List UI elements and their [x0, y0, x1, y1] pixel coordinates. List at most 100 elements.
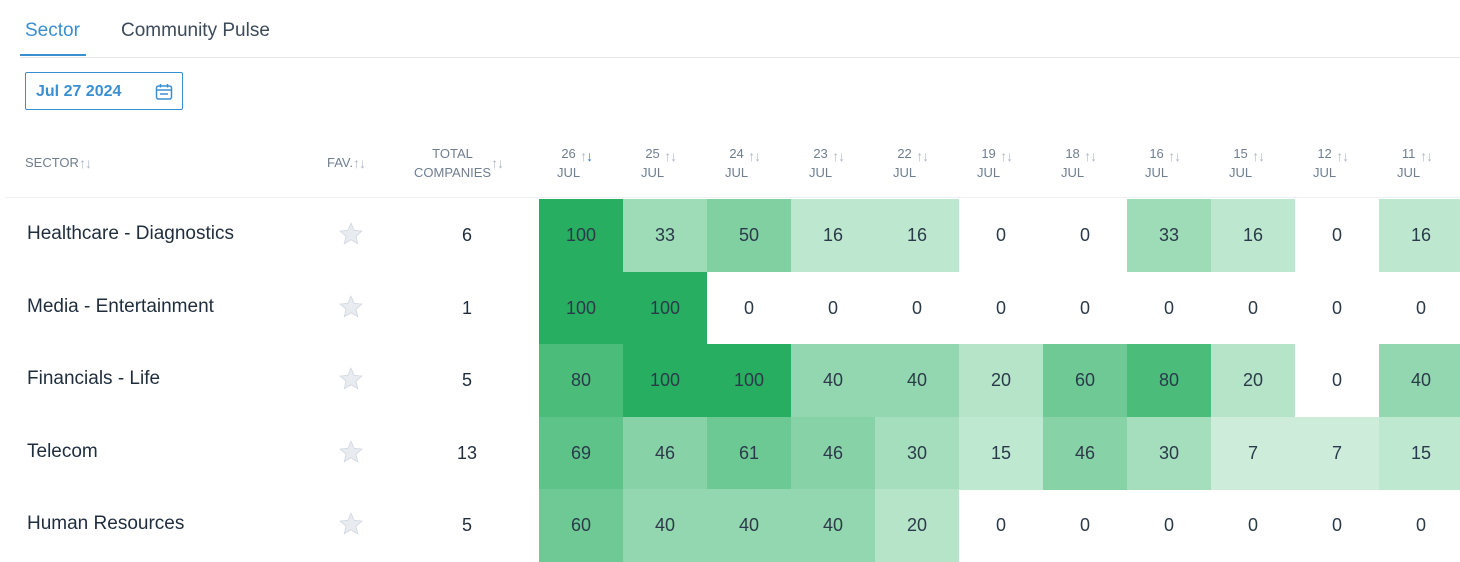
heatmap-cell[interactable]: 0 — [743, 297, 754, 318]
column-header-date-label: 19 JUL — [977, 144, 1000, 182]
favorite-star-icon[interactable] — [338, 294, 364, 320]
column-header-month: JUL — [977, 165, 1001, 180]
heatmap-cell[interactable]: 0 — [1331, 370, 1342, 390]
heatmap-cell[interactable]: 0 — [1331, 297, 1342, 318]
sort-icon: ↑ ↓ — [78, 154, 92, 171]
tab-community-pulse[interactable]: Community Pulse — [121, 20, 270, 41]
column-header-fav[interactable]: FAV. ↑ ↓ — [327, 153, 367, 172]
heatmap-cell[interactable]: 0 — [1415, 297, 1426, 318]
heatmap-cell[interactable]: 0 — [1247, 297, 1258, 318]
column-header-date-label: 25 JUL — [641, 144, 664, 182]
heatmap-cell[interactable]: 30 — [1127, 416, 1211, 490]
sector-name[interactable]: Healthcare - Diagnostics — [27, 223, 234, 244]
total-companies-value: 13 — [456, 442, 478, 463]
heatmap-cell[interactable]: 100 — [623, 344, 707, 417]
heatmap-cell[interactable]: 30 — [875, 416, 959, 490]
favorite-star-icon[interactable] — [338, 439, 364, 465]
heatmap-cell[interactable]: 69 — [539, 416, 623, 490]
column-header-date[interactable]: 19 JUL ↑ ↓ — [977, 144, 1014, 182]
heatmap-cell[interactable]: 20 — [1211, 344, 1295, 417]
column-header-date[interactable]: 26 JUL ↑ ↓ — [557, 144, 594, 182]
heatmap-cell[interactable]: 46 — [791, 416, 875, 490]
sort-icon: ↑ ↓ — [1168, 148, 1182, 164]
sort-icon: ↑ ↓ — [1336, 148, 1350, 164]
heatmap-cell[interactable]: 40 — [1379, 344, 1460, 417]
heatmap-cell[interactable]: 33 — [623, 199, 707, 272]
column-header-date[interactable]: 25 JUL ↑ ↓ — [641, 144, 678, 182]
heatmap-cell[interactable]: 0 — [1079, 515, 1090, 535]
column-header-sector[interactable]: SECTOR ↑ ↓ — [25, 153, 93, 172]
heatmap-cell[interactable]: 16 — [1211, 199, 1295, 272]
heatmap-cell[interactable]: 15 — [959, 416, 1043, 490]
heatmap-cell[interactable]: 0 — [1331, 225, 1342, 245]
heatmap-cell[interactable]: 0 — [1079, 225, 1090, 245]
heatmap-cell[interactable]: 16 — [791, 199, 875, 272]
heatmap-cell[interactable]: 0 — [1415, 515, 1426, 535]
heatmap-cell[interactable]: 7 — [1211, 416, 1295, 490]
heatmap-cell[interactable]: 0 — [911, 297, 922, 318]
heatmap-cell[interactable]: 40 — [707, 489, 791, 562]
date-picker-value: Jul 27 2024 — [36, 83, 122, 100]
heatmap-cell[interactable]: 61 — [707, 416, 791, 490]
heatmap-cell[interactable]: 20 — [959, 344, 1043, 417]
calendar-icon — [155, 84, 173, 100]
heatmap-cell[interactable]: 7 — [1295, 416, 1379, 490]
favorite-star-icon[interactable] — [338, 366, 364, 392]
sector-name[interactable]: Media - Entertainment — [27, 295, 214, 317]
heatmap-cell[interactable]: 0 — [995, 297, 1006, 318]
tab-sector[interactable]: Sector — [25, 20, 80, 41]
heatmap-cell[interactable]: 100 — [539, 271, 623, 345]
heatmap-cell[interactable]: 60 — [1043, 344, 1127, 417]
heatmap-cell[interactable]: 0 — [1163, 515, 1174, 535]
heatmap-cell[interactable]: 80 — [539, 344, 623, 417]
heatmap-cell[interactable]: 46 — [623, 416, 707, 490]
heatmap-cell[interactable]: 0 — [1247, 515, 1258, 535]
column-header-day: 22 — [897, 146, 912, 161]
heatmap-cell[interactable]: 80 — [1127, 344, 1211, 417]
column-header-day: 15 — [1233, 146, 1248, 161]
heatmap-cell[interactable]: 15 — [1379, 416, 1460, 490]
heatmap-cell[interactable]: 0 — [1079, 297, 1090, 318]
heatmap-cell[interactable]: 16 — [1379, 199, 1460, 272]
heatmap-cell[interactable]: 60 — [539, 489, 623, 562]
heatmap-cell[interactable]: 0 — [1163, 297, 1174, 318]
favorite-star-icon[interactable] — [338, 511, 364, 537]
heatmap-cell[interactable]: 20 — [875, 489, 959, 562]
column-header-day: 11 — [1401, 146, 1416, 161]
column-header-date[interactable]: 12 JUL ↑ ↓ — [1313, 144, 1350, 182]
favorite-star-icon[interactable] — [338, 221, 364, 247]
heatmap-cell[interactable]: 40 — [791, 344, 875, 417]
column-header-date[interactable]: 18 JUL ↑ ↓ — [1061, 144, 1098, 182]
heatmap-cell[interactable]: 100 — [539, 199, 623, 272]
column-header-date[interactable]: 16 JUL ↑ ↓ — [1145, 144, 1182, 182]
heatmap-cell[interactable]: 40 — [623, 489, 707, 562]
heatmap-cell[interactable]: 0 — [995, 515, 1006, 535]
column-header-date-label: 24 JUL — [725, 144, 748, 182]
heatmap-cell[interactable]: 100 — [707, 344, 791, 417]
heatmap-cell[interactable]: 0 — [1331, 515, 1342, 535]
heatmap-cell[interactable]: 33 — [1127, 199, 1211, 272]
column-header-date[interactable]: 22 JUL ↑ ↓ — [893, 144, 930, 182]
total-companies-value: 1 — [461, 297, 472, 318]
column-header-month: JUL — [557, 165, 581, 180]
heatmap-cell[interactable]: 0 — [827, 297, 838, 318]
sort-icon: ↑ ↓ — [748, 148, 762, 164]
heatmap-cell[interactable]: 16 — [875, 199, 959, 272]
sector-name[interactable]: Financials - Life — [27, 368, 161, 389]
column-header-date[interactable]: 11 JUL ↑ ↓ — [1397, 144, 1434, 182]
column-header-date[interactable]: 23 JUL ↑ ↓ — [809, 144, 846, 182]
heatmap-cell[interactable]: 0 — [995, 225, 1006, 245]
heatmap-cell[interactable]: 100 — [623, 271, 707, 345]
heatmap-cell[interactable]: 50 — [707, 199, 791, 272]
column-header-date[interactable]: 24 JUL ↑ ↓ — [725, 144, 762, 182]
sector-name[interactable]: Telecom — [27, 440, 98, 462]
column-header-day: 19 — [981, 146, 996, 161]
column-header-date[interactable]: 15 JUL ↑ ↓ — [1229, 144, 1266, 182]
sector-name[interactable]: Human Resources — [27, 513, 185, 534]
column-header-total-companies[interactable]: TOTAL COMPANIES ↑ ↓ — [414, 144, 505, 182]
heatmap-cell[interactable]: 40 — [791, 489, 875, 562]
column-header-sector-label: SECTOR — [25, 155, 79, 171]
heatmap-cell[interactable]: 46 — [1043, 416, 1127, 490]
heatmap-cell[interactable]: 40 — [875, 344, 959, 417]
date-picker[interactable]: Jul 27 2024 — [25, 72, 183, 110]
